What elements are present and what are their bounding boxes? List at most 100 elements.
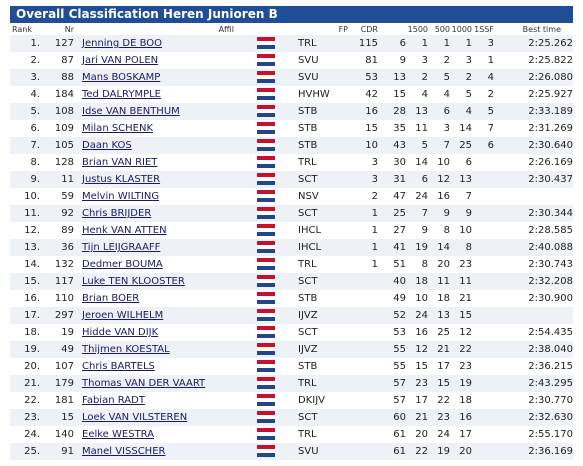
- skater-name-link[interactable]: Tijn LEIJGRAAFF: [82, 242, 161, 253]
- skater-name-link[interactable]: Jeroen WILHELM: [82, 310, 164, 321]
- skater-name-link[interactable]: Ted DALRYMPLE: [82, 89, 161, 100]
- rank-500-cell: 18: [428, 290, 450, 307]
- rank-1500-final-cell: [472, 443, 494, 460]
- best-time-cell: 2:54.435: [494, 324, 573, 341]
- rank-cell: 19.: [10, 341, 46, 358]
- flag-cell: [234, 52, 256, 69]
- rank-cell: 4.: [10, 86, 46, 103]
- skater-name-link[interactable]: Brian VAN RIET: [82, 157, 158, 168]
- best-time-cell: 2:43.295: [494, 375, 573, 392]
- skater-name-link[interactable]: Manel VISSCHER: [82, 446, 166, 457]
- nr-cell: 110: [46, 290, 74, 307]
- skater-name-cell: Eelke WESTRA: [74, 426, 234, 443]
- classification-table: Rank Nr Affil FP CDR 1500 500 1000 1SSF …: [10, 24, 573, 460]
- skater-name-link[interactable]: Jari VAN POLEN: [82, 55, 159, 66]
- affil-cell: STB: [298, 103, 348, 120]
- page-title: Overall Classification Heren Junioren B: [10, 6, 573, 23]
- club-cell: [256, 171, 298, 188]
- rank-1000-cell: 23: [450, 358, 472, 375]
- fp-cell: 16: [348, 103, 378, 120]
- skater-name-cell: Jenning DE BOO: [74, 35, 234, 52]
- rank-1000-cell: 15: [450, 307, 472, 324]
- skater-name-link[interactable]: Idse VAN BENTHUM: [82, 106, 180, 117]
- rank-cell: 6.: [10, 120, 46, 137]
- affil-cell: TRL: [298, 154, 348, 171]
- club-cell: [256, 86, 298, 103]
- rank-500-cell: 8: [428, 222, 450, 239]
- affil-cell: SCT: [298, 273, 348, 290]
- affil-cell: STB: [298, 290, 348, 307]
- skater-name-link[interactable]: Chris BARTELS: [82, 361, 155, 372]
- rank-1500-final-cell: [472, 324, 494, 341]
- nr-cell: 297: [46, 307, 74, 324]
- club-cell: [256, 358, 298, 375]
- best-time-cell: 2:38.040: [494, 341, 573, 358]
- skater-name-cell: Luke TEN KLOOSTER: [74, 273, 234, 290]
- rank-1500-cell: 24: [406, 307, 428, 324]
- skater-name-link[interactable]: Loek VAN VILSTEREN: [82, 412, 188, 423]
- cdr-cell: 61: [378, 426, 406, 443]
- skater-name-link[interactable]: Melvin WILTING: [82, 191, 160, 202]
- skater-name-link[interactable]: Thijmen KOESTAL: [82, 344, 170, 355]
- nr-cell: 181: [46, 392, 74, 409]
- rank-1500-cell: 23: [406, 375, 428, 392]
- skater-name-link[interactable]: Chris BRIJDER: [82, 208, 152, 219]
- cdr-cell: 40: [378, 273, 406, 290]
- skater-name-link[interactable]: Justus KLASTER: [82, 174, 161, 185]
- netherlands-flag-icon: [257, 377, 275, 389]
- table-row: 19. 49 Thijmen KOESTAL IJVZ 55 12 21 22 2:38.040: [10, 341, 573, 358]
- skater-name-cell: Fabian RADT: [74, 392, 234, 409]
- header-500: 500: [434, 25, 450, 34]
- table-row: 20. 107 Chris BARTELS STB 55 15 17 23 2:36.215: [10, 358, 573, 375]
- skater-name-link[interactable]: Fabian RADT: [82, 395, 145, 406]
- skater-name-link[interactable]: Luke TEN KLOOSTER: [82, 276, 185, 287]
- affil-cell: TRL: [298, 35, 348, 52]
- header-club: [256, 24, 298, 35]
- affil-cell: NSV: [298, 188, 348, 205]
- skater-name-cell: Mans BOSKAMP: [74, 69, 234, 86]
- rank-1000-cell: 6: [450, 154, 472, 171]
- skater-name-link[interactable]: Thomas VAN DER VAART: [82, 378, 206, 389]
- skater-name-link[interactable]: Dedmer BOUMA: [82, 259, 163, 270]
- skater-name-link[interactable]: Hidde VAN DIJK: [82, 327, 159, 338]
- netherlands-flag-icon: [257, 394, 275, 406]
- skater-name-cell: Thijmen KOESTAL: [74, 341, 234, 358]
- flag-cell: [234, 358, 256, 375]
- fp-cell: [348, 273, 378, 290]
- cdr-cell: 47: [378, 188, 406, 205]
- skater-name-link[interactable]: Jenning DE BOO: [82, 38, 163, 49]
- skater-name-cell: Brian VAN RIET: [74, 154, 234, 171]
- rank-1000-cell: 23: [450, 256, 472, 273]
- skater-name-link[interactable]: Henk VAN ATTEN: [82, 225, 167, 236]
- fp-cell: [348, 443, 378, 460]
- fp-cell: [348, 375, 378, 392]
- skater-name-cell: Hidde VAN DIJK: [74, 324, 234, 341]
- skater-name-link[interactable]: Brian BOER: [82, 293, 140, 304]
- rank-1500-cell: 18: [406, 273, 428, 290]
- rank-1500-final-cell: [472, 256, 494, 273]
- rank-500-cell: 14: [428, 239, 450, 256]
- flag-cell: [234, 443, 256, 460]
- table-row: 21. 179 Thomas VAN DER VAART TRL 57 23 15 19 2:4…: [10, 375, 573, 392]
- skater-name-link[interactable]: Milan SCHENK: [82, 123, 154, 134]
- table-row: 4. 184 Ted DALRYMPLE HVHW 42 15 4 4 5 2 2:25.927: [10, 86, 573, 103]
- table-row: 10. 59 Melvin WILTING NSV 2 47 24 16 7: [10, 188, 573, 205]
- skater-name-link[interactable]: Eelke WESTRA: [82, 429, 155, 440]
- netherlands-flag-icon: [257, 207, 275, 219]
- rank-1500-final-cell: [472, 205, 494, 222]
- best-time-cell: 2:28.585: [494, 222, 573, 239]
- netherlands-flag-icon: [257, 139, 275, 151]
- netherlands-flag-icon: [257, 241, 275, 253]
- rank-cell: 25.: [10, 443, 46, 460]
- netherlands-flag-icon: [257, 105, 275, 117]
- nr-cell: 89: [46, 222, 74, 239]
- skater-name-link[interactable]: Daan KOS: [82, 140, 132, 151]
- rank-1500-cell: 11: [406, 120, 428, 137]
- nr-cell: 36: [46, 239, 74, 256]
- club-cell: [256, 443, 298, 460]
- club-cell: [256, 273, 298, 290]
- rank-cell: 2.: [10, 52, 46, 69]
- best-time-cell: 2:25.927: [494, 86, 573, 103]
- cdr-cell: 31: [378, 171, 406, 188]
- skater-name-link[interactable]: Mans BOSKAMP: [82, 72, 161, 83]
